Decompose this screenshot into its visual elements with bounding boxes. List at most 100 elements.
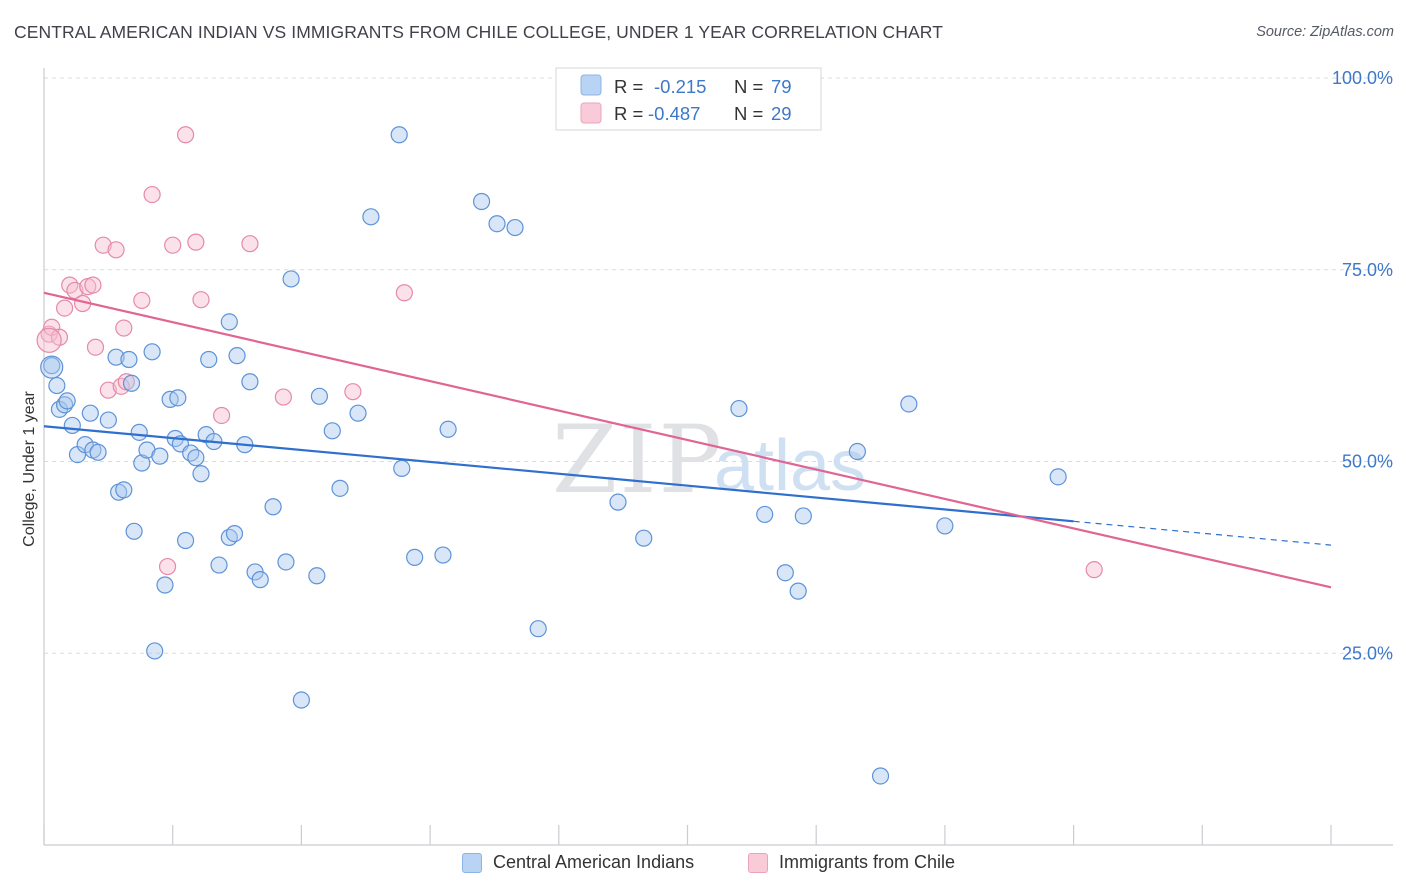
data-point-immigrants-from-chile (344, 383, 362, 401)
legend-swatch-pink (748, 852, 768, 873)
data-point-immigrants-from-chile (50, 328, 69, 346)
data-point-immigrants-from-chile (274, 388, 292, 406)
bottom-legend-item-immigrants-from-chile: Immigrants from Chile (748, 852, 955, 873)
legend-swatch-pink (580, 102, 602, 124)
legend-r-label: R = (614, 103, 643, 124)
data-point-central-american-indians (529, 620, 547, 638)
watermark-zip: ZIP (552, 406, 724, 515)
bottom-legend-item-central-american-indians: Central American Indians (462, 852, 694, 873)
data-point-central-american-indians (251, 571, 269, 589)
data-point-immigrants-from-chile (192, 291, 210, 309)
data-point-central-american-indians (848, 442, 866, 461)
data-point-central-american-indians (439, 420, 457, 438)
data-point-immigrants-from-chile (213, 406, 231, 425)
data-point-central-american-indians (107, 348, 125, 366)
data-point-central-american-indians (200, 350, 218, 369)
data-point-central-american-indians (406, 548, 424, 566)
data-point-central-american-indians (228, 347, 246, 365)
data-point-central-american-indians (133, 454, 151, 472)
data-point-immigrants-from-chile (84, 276, 102, 294)
trendline-central-american-indians (43, 425, 1074, 523)
data-point-immigrants-from-chile (36, 327, 62, 353)
legend-n-label: N = (734, 103, 763, 124)
legend-n-value-pink: 29 (771, 103, 792, 124)
data-point-immigrants-from-chile (164, 236, 182, 254)
legend-n-label: N = (734, 76, 763, 97)
legend-swatch-blue (462, 852, 482, 873)
data-point-immigrants-from-chile (40, 325, 58, 343)
legend-r-value-pink: -0.487 (648, 103, 700, 124)
data-point-immigrants-from-chile (115, 319, 133, 337)
data-point-central-american-indians (488, 215, 506, 233)
y-tick-label: 50.0% (1342, 452, 1393, 472)
y-axis-title: College, Under 1 year (21, 391, 38, 547)
data-point-central-american-indians (63, 416, 81, 435)
gridlines (44, 77, 1393, 654)
data-point-immigrants-from-chile (187, 233, 205, 251)
data-point-central-american-indians (1049, 468, 1067, 486)
data-point-central-american-indians (122, 374, 141, 392)
series-central-american-indians (40, 126, 1067, 785)
y-tick-label: 25.0% (1342, 643, 1393, 663)
data-point-central-american-indians (730, 399, 748, 418)
trendlines (43, 291, 1332, 589)
data-point-central-american-indians (143, 343, 161, 361)
legend-r-value-blue: -0.215 (654, 76, 706, 97)
data-point-central-american-indians (40, 355, 64, 379)
data-point-central-american-indians (789, 582, 807, 600)
bottom-legend: Central American Indians Immigrants from… (0, 850, 1406, 880)
data-point-central-american-indians (323, 422, 341, 440)
data-point-central-american-indians (264, 498, 282, 516)
data-point-central-american-indians (120, 350, 138, 369)
bottom-legend-label: Central American Indians (493, 852, 695, 872)
data-point-central-american-indians (308, 567, 326, 585)
data-point-immigrants-from-chile (133, 291, 151, 310)
data-point-immigrants-from-chile (158, 557, 177, 576)
data-point-central-american-indians (393, 459, 411, 478)
data-point-immigrants-from-chile (99, 381, 117, 399)
data-point-central-american-indians (277, 553, 295, 571)
axes (43, 68, 1393, 846)
data-point-central-american-indians (176, 531, 195, 550)
data-point-central-american-indians (182, 444, 200, 462)
data-point-central-american-indians (241, 373, 259, 391)
data-point-central-american-indians (43, 357, 61, 375)
y-tick-label: 75.0% (1342, 260, 1393, 280)
data-point-central-american-indians (282, 270, 300, 288)
data-point-central-american-indians (115, 481, 133, 499)
data-point-central-american-indians (130, 423, 148, 441)
data-point-central-american-indians (187, 449, 205, 467)
data-point-central-american-indians (609, 493, 627, 511)
data-point-central-american-indians (434, 546, 452, 564)
data-point-central-american-indians (99, 411, 117, 429)
data-point-central-american-indians (871, 767, 890, 785)
data-point-central-american-indians (756, 505, 774, 524)
legend-n-value-blue: 79 (771, 76, 792, 97)
data-point-central-american-indians (220, 313, 238, 331)
data-point-immigrants-from-chile (176, 126, 195, 144)
data-point-immigrants-from-chile (107, 241, 125, 259)
data-point-immigrants-from-chile (55, 299, 74, 317)
data-point-central-american-indians (210, 556, 228, 574)
data-point-central-american-indians (48, 376, 66, 395)
data-point-central-american-indians (125, 522, 143, 540)
data-point-immigrants-from-chile (241, 235, 259, 253)
data-point-central-american-indians (936, 517, 954, 535)
data-point-central-american-indians (635, 529, 653, 547)
data-point-central-american-indians (362, 208, 380, 226)
data-point-central-american-indians (776, 564, 794, 582)
y-tick-labels: 25.0% 50.0% 75.0% 100.0% (1332, 68, 1393, 663)
chart-canvas: ZIP atlas 25.0%50.0%75.0%100.0% 0.0%50.0… (21, 67, 1393, 846)
data-point-central-american-indians (310, 387, 329, 405)
legend-swatch-blue (580, 74, 602, 96)
data-point-immigrants-from-chile (66, 281, 84, 300)
series-immigrants-from-chile (36, 126, 1103, 579)
data-point-central-american-indians (146, 642, 164, 660)
data-point-immigrants-from-chile (112, 377, 130, 395)
data-point-immigrants-from-chile (143, 185, 161, 204)
data-point-immigrants-from-chile (1085, 561, 1103, 579)
data-point-central-american-indians (292, 691, 310, 709)
data-point-immigrants-from-chile (86, 338, 105, 356)
watermark: ZIP atlas (552, 406, 866, 515)
data-point-central-american-indians (390, 126, 408, 144)
